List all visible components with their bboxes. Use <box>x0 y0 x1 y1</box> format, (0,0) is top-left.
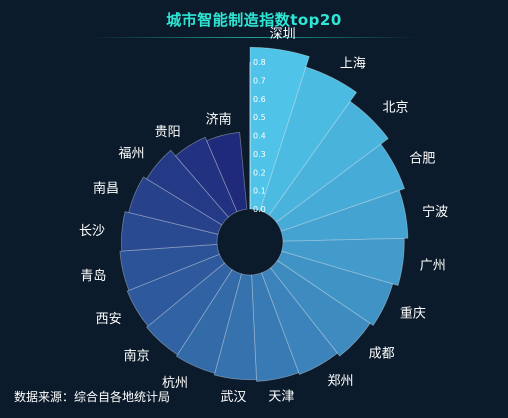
bar-sector-1[interactable] <box>249 46 310 212</box>
bar-sector-13[interactable] <box>146 262 233 356</box>
category-label-8: 成都 <box>369 346 395 361</box>
category-label-3: 北京 <box>383 100 409 115</box>
category-label-6: 广州 <box>420 258 446 273</box>
category-label-18: 福州 <box>119 147 145 162</box>
category-label-9: 郑州 <box>328 374 354 389</box>
bar-sector-18[interactable] <box>146 149 229 226</box>
bar-sector-6[interactable] <box>281 237 405 287</box>
bar-sector-15[interactable] <box>119 243 220 291</box>
bar-sector-14[interactable] <box>126 253 226 327</box>
bar-sector-10[interactable] <box>251 272 300 382</box>
radial-tick-label: 0.7 <box>253 76 266 85</box>
bar-sector-19[interactable] <box>174 136 238 218</box>
category-label-1: 深圳 <box>270 27 296 42</box>
radial-tick-label: 0.0 <box>253 205 266 214</box>
category-label-10: 天津 <box>268 389 294 404</box>
category-label-19: 贵阳 <box>155 125 181 140</box>
category-label-20: 济南 <box>206 112 232 128</box>
category-label-11: 武汉 <box>220 390 246 405</box>
radial-tick-label: 0.6 <box>253 95 266 104</box>
data-source-note: 数据来源：综合自各地统计局 <box>14 390 171 404</box>
category-label-2: 上海 <box>340 57 366 72</box>
category-label-17: 南昌 <box>93 181 119 197</box>
title-divider <box>90 37 418 38</box>
bar-sector-3[interactable] <box>268 100 389 223</box>
bar-sector-5[interactable] <box>280 189 409 242</box>
radial-tick-label: 0.2 <box>253 168 266 177</box>
category-label-13: 南京 <box>124 348 150 364</box>
bar-sector-2[interactable] <box>259 66 358 216</box>
bar-sector-17[interactable] <box>128 176 223 235</box>
bar-sector-12[interactable] <box>175 269 242 374</box>
bar-sector-20[interactable] <box>206 131 248 213</box>
category-label-16: 长沙 <box>79 224 105 239</box>
radial-tick-label: 0.8 <box>253 58 266 67</box>
radial-tick-label: 0.4 <box>253 132 266 141</box>
radial-tick-label: 0.3 <box>253 150 266 159</box>
bar-sector-4[interactable] <box>275 143 405 232</box>
category-label-12: 杭州 <box>162 376 188 391</box>
category-label-14: 西安 <box>96 312 122 327</box>
bar-sector-11[interactable] <box>213 273 257 381</box>
bar-sector-16[interactable] <box>121 211 219 252</box>
bar-sector-9[interactable] <box>261 267 338 376</box>
center-hole <box>218 210 282 274</box>
bar-sector-8[interactable] <box>269 259 371 357</box>
bar-sector-7[interactable] <box>276 250 394 326</box>
category-label-5: 宁波 <box>422 204 448 220</box>
category-label-7: 重庆 <box>400 306 426 322</box>
category-label-15: 青岛 <box>80 268 106 284</box>
radial-tick-label: 0.5 <box>253 113 266 122</box>
chart-title: 城市智能制造指数top20 <box>166 11 342 29</box>
category-label-4: 合肥 <box>409 151 435 166</box>
radial-tick-label: 0.1 <box>253 187 266 196</box>
